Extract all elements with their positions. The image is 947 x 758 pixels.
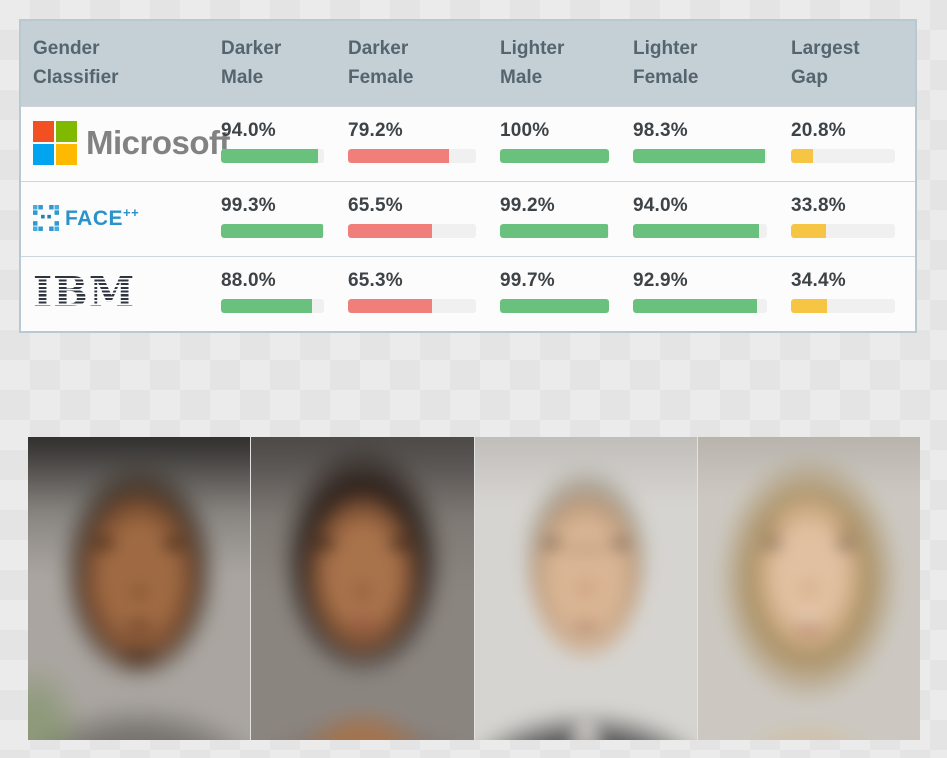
metric-bar-fill: [633, 298, 758, 313]
metric-bar-fill: [791, 298, 827, 313]
microsoft-squares-icon: [33, 120, 77, 165]
average-faces-image: [28, 437, 920, 740]
metric-value: 20.8%: [791, 119, 846, 141]
header-gender-classifier: Gender Classifier: [33, 38, 119, 89]
metric-bar-track: [791, 223, 895, 238]
metric-cell: 65.5%: [348, 195, 500, 238]
header-lighter-female: Lighter Female: [633, 38, 699, 89]
microsoft-square-yellow-icon: [56, 143, 77, 165]
microsoft-wordmark: Microsoft: [86, 123, 231, 161]
faceplusplus-wordmark: FACE++: [65, 204, 140, 230]
metric-bar-track: [633, 223, 767, 238]
metric-value: 33.8%: [791, 194, 846, 216]
metric-value: 65.5%: [348, 194, 403, 216]
metric-cell: 99.3%: [221, 195, 348, 238]
table-row-ibm: IBM 88.0% 65.3% 99.7% 92.9% 34.4%: [21, 255, 915, 331]
metric-bar-fill: [791, 148, 813, 163]
metric-bar-fill: [348, 148, 450, 163]
average-face-lighter-male: [474, 437, 697, 740]
faceplusplus-logo: FACE++: [33, 195, 221, 241]
header-darker-male: Darker Male: [221, 38, 282, 89]
metric-bar-track: [633, 298, 767, 313]
metric-cell: 79.2%: [348, 120, 500, 163]
metric-bar-track: [791, 298, 895, 313]
header-lighter-male: Lighter Male: [500, 38, 565, 89]
metric-cell: 88.0%: [221, 270, 348, 313]
metric-bar-track: [633, 148, 767, 163]
metric-cell: 20.8%: [791, 120, 903, 163]
metric-bar-fill: [633, 223, 759, 238]
metric-value: 65.3%: [348, 269, 403, 291]
microsoft-logo: Microsoft: [33, 120, 231, 166]
table-header-row: Gender Classifier Darker Male Darker Fem…: [21, 21, 915, 106]
metric-bar-track: [500, 298, 609, 313]
metric-bar-fill: [500, 148, 609, 163]
metric-bar-track: [500, 223, 609, 238]
metric-cell: 92.9%: [633, 270, 791, 313]
metric-bar-track: [221, 223, 324, 238]
average-face-darker-male: [28, 437, 251, 740]
microsoft-square-green-icon: [56, 120, 77, 142]
average-face-lighter-female: [697, 437, 920, 740]
ibm-logo: IBM: [33, 270, 221, 316]
metric-bar-fill: [500, 223, 609, 238]
metric-value: 88.0%: [221, 269, 276, 291]
metric-bar-track: [221, 298, 324, 313]
faceplusplus-icon: [33, 204, 59, 231]
metric-bar-fill: [348, 298, 432, 313]
metric-value: 94.0%: [221, 119, 276, 141]
microsoft-square-red-icon: [33, 120, 54, 142]
metric-bar-track: [348, 298, 476, 313]
metric-value: 98.3%: [633, 119, 688, 141]
metric-value: 34.4%: [791, 269, 846, 291]
metric-cell: 65.3%: [348, 270, 500, 313]
metric-bar-fill: [221, 298, 312, 313]
metric-value: 99.2%: [500, 194, 555, 216]
table-row-microsoft: Microsoft 94.0% 79.2% 100% 98.3% 20.8%: [21, 105, 915, 181]
metric-bar-track: [221, 148, 324, 163]
metric-cell: 34.4%: [791, 270, 903, 313]
metric-bar-fill: [348, 223, 432, 238]
metric-bar-track: [348, 148, 476, 163]
metric-bar-track: [500, 148, 609, 163]
metric-bar-fill: [633, 148, 765, 163]
metric-bar-fill: [500, 298, 609, 313]
metric-value: 92.9%: [633, 269, 688, 291]
average-face-darker-female: [251, 437, 474, 740]
ibm-wordmark: IBM: [33, 268, 136, 317]
metric-value: 79.2%: [348, 119, 403, 141]
metric-cell: 100%: [500, 120, 633, 163]
metric-cell: 94.0%: [633, 195, 791, 238]
faceplusplus-superscript: ++: [123, 204, 140, 220]
metric-cell: 99.2%: [500, 195, 633, 238]
metric-bar-track: [348, 223, 476, 238]
table-row-facepp: FACE++ 99.3% 65.5% 99.2% 94.0% 33.8%: [21, 180, 915, 256]
metric-value: 100%: [500, 119, 550, 141]
metric-cell: 33.8%: [791, 195, 903, 238]
microsoft-square-blue-icon: [33, 143, 54, 165]
metric-value: 99.7%: [500, 269, 555, 291]
classifier-accuracy-table: Gender Classifier Darker Male Darker Fem…: [19, 19, 917, 333]
header-darker-female: Darker Female: [348, 38, 414, 89]
metric-bar-track: [791, 148, 895, 163]
metric-bar-fill: [221, 223, 324, 238]
metric-bar-fill: [791, 223, 827, 238]
metric-bar-fill: [221, 148, 318, 163]
metric-cell: 99.7%: [500, 270, 633, 313]
metric-value: 94.0%: [633, 194, 688, 216]
metric-cell: 98.3%: [633, 120, 791, 163]
header-largest-gap: Largest Gap: [791, 38, 860, 89]
metric-value: 99.3%: [221, 194, 276, 216]
metric-cell: 94.0%: [221, 120, 348, 163]
